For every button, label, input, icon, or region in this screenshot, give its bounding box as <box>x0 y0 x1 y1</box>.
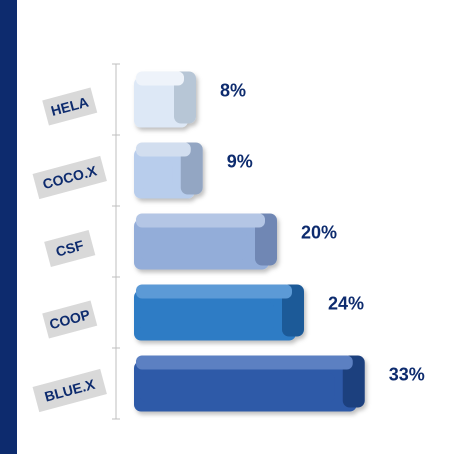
bar-top <box>136 71 184 86</box>
bar-blue-x <box>134 355 365 412</box>
category-label-bg <box>44 230 96 268</box>
category-label-csf: CSF <box>44 230 96 268</box>
category-label-hela: HELA <box>42 87 98 126</box>
category-label-bg <box>42 300 98 339</box>
category-label-bg <box>32 368 107 413</box>
bar-top <box>136 284 292 299</box>
data-label: 24% <box>328 293 364 313</box>
data-label: 8% <box>220 80 246 100</box>
bar-hela <box>134 71 196 128</box>
bar-inner <box>140 160 173 189</box>
bar-inner <box>140 89 166 118</box>
category-label-coco-x: COCO.X <box>32 155 107 200</box>
bar-inner <box>140 231 247 260</box>
bar-top <box>136 355 353 370</box>
bar-inner <box>140 373 335 402</box>
category-label-bg <box>32 155 107 200</box>
category-label: CSF <box>54 237 86 260</box>
category-label-coop: COOP <box>42 300 98 339</box>
bar-inner <box>140 302 274 331</box>
data-label: 20% <box>301 222 337 242</box>
bar-csf <box>134 213 277 270</box>
bar-top <box>136 213 265 228</box>
left-accent-band <box>0 0 17 454</box>
data-label: 33% <box>389 364 425 384</box>
data-label: 9% <box>227 151 253 171</box>
category-label-bg <box>42 87 98 126</box>
bar-coop <box>134 284 304 341</box>
bar-top <box>136 142 191 157</box>
bar-coco-x <box>134 142 203 199</box>
category-label-blue-x: BLUE.X <box>32 368 107 413</box>
